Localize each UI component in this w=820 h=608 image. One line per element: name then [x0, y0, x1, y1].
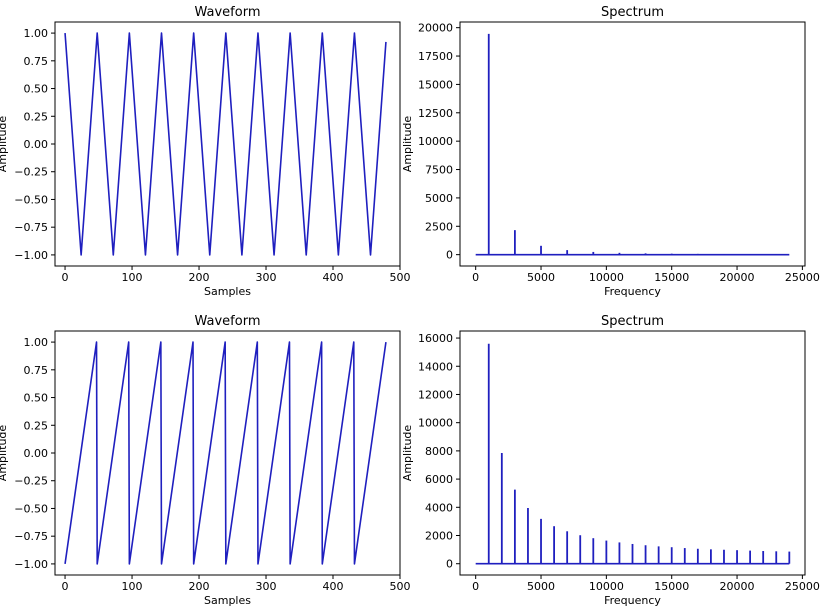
y-axis-label: Amplitude: [401, 116, 414, 173]
y-tick-label: 0.00: [24, 447, 49, 460]
y-tick-label: 0.00: [24, 138, 49, 151]
x-tick-label: 0: [62, 580, 69, 593]
x-tick-label: 5000: [527, 271, 555, 284]
y-tick-label: 0: [446, 558, 453, 571]
x-tick-label: 300: [256, 271, 277, 284]
x-tick-label: 25000: [785, 271, 820, 284]
y-tick-label: 15000: [418, 78, 453, 91]
axes-frame: [54, 330, 401, 576]
y-tick-label: 2000: [425, 530, 453, 543]
y-tick-label: 14000: [418, 360, 453, 373]
y-tick-label: 7500: [425, 164, 453, 177]
y-tick-label: 0.50: [24, 83, 49, 96]
x-tick-label: 100: [122, 580, 143, 593]
x-tick-label: 200: [189, 271, 210, 284]
x-tick-label: 20000: [720, 271, 755, 284]
y-tick-label: 16000: [418, 332, 453, 345]
y-tick-label: 0.75: [24, 364, 49, 377]
x-tick-label: 20000: [720, 580, 755, 593]
y-tick-label: −0.25: [14, 475, 48, 488]
y-tick-label: −1.00: [14, 558, 48, 571]
y-tick-label: −0.50: [14, 193, 48, 206]
x-axis-label: Samples: [204, 594, 251, 607]
y-tick-label: 10000: [418, 417, 453, 430]
y-tick-label: 0: [446, 249, 453, 262]
x-tick-label: 10000: [589, 271, 624, 284]
y-tick-label: −0.25: [14, 166, 48, 179]
chart-title: Waveform: [195, 314, 261, 329]
y-tick-label: −1.00: [14, 249, 48, 262]
x-tick-label: 0: [472, 271, 479, 284]
waveform-line: [64, 32, 387, 256]
x-tick-label: 15000: [654, 271, 689, 284]
y-tick-label: 2500: [425, 220, 453, 233]
y-tick-label: 0.50: [24, 392, 49, 405]
chart-panel-1: [51, 21, 401, 270]
x-tick-label: 400: [323, 580, 344, 593]
y-tick-label: 0.25: [24, 110, 49, 123]
x-axis-label: Frequency: [604, 594, 661, 607]
chart-panel-2: [456, 21, 806, 270]
x-axis-label: Samples: [204, 285, 251, 298]
y-tick-label: 4000: [425, 501, 453, 514]
x-tick-label: 25000: [785, 580, 820, 593]
x-tick-label: 500: [390, 580, 411, 593]
chart-title: Spectrum: [601, 5, 664, 20]
x-tick-label: 200: [189, 580, 210, 593]
y-tick-label: 1.00: [24, 27, 49, 40]
y-tick-label: −0.75: [14, 221, 48, 234]
y-tick-label: 12000: [418, 388, 453, 401]
y-tick-label: 8000: [425, 445, 453, 458]
chart-panel-4: [456, 330, 806, 579]
y-tick-label: −0.50: [14, 502, 48, 515]
x-tick-label: 400: [323, 271, 344, 284]
y-axis-label: Amplitude: [401, 425, 414, 482]
y-tick-label: 10000: [418, 135, 453, 148]
waveform-line: [64, 341, 387, 565]
x-tick-label: 500: [390, 271, 411, 284]
x-tick-label: 15000: [654, 580, 689, 593]
y-tick-label: 20000: [418, 22, 453, 35]
y-tick-label: 0.25: [24, 419, 49, 432]
y-tick-label: 6000: [425, 473, 453, 486]
y-axis-label: Amplitude: [0, 116, 9, 173]
axes-frame: [459, 21, 806, 267]
x-tick-label: 300: [256, 580, 277, 593]
x-tick-label: 100: [122, 271, 143, 284]
y-tick-label: −0.75: [14, 530, 48, 543]
x-tick-label: 0: [62, 271, 69, 284]
y-tick-label: 17500: [418, 50, 453, 63]
x-tick-label: 5000: [527, 580, 555, 593]
y-tick-label: 0.75: [24, 55, 49, 68]
x-axis-label: Frequency: [604, 285, 661, 298]
y-tick-label: 12500: [418, 107, 453, 120]
chart-title: Waveform: [195, 5, 261, 20]
x-tick-label: 0: [472, 580, 479, 593]
x-tick-label: 10000: [589, 580, 624, 593]
axes-frame: [459, 330, 806, 576]
chart-panel-3: [51, 330, 401, 579]
y-axis-label: Amplitude: [0, 425, 9, 482]
y-tick-label: 5000: [425, 192, 453, 205]
chart-title: Spectrum: [601, 314, 664, 329]
y-tick-label: 1.00: [24, 336, 49, 349]
